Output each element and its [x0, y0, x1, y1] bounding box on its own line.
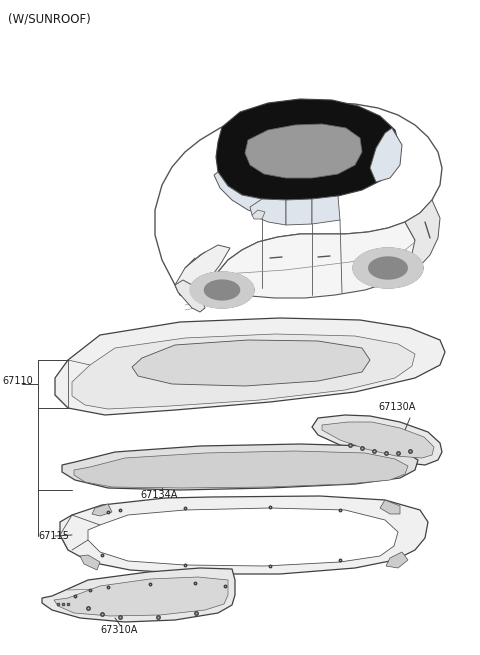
Polygon shape	[286, 199, 312, 225]
Polygon shape	[72, 334, 415, 409]
Text: 67130A: 67130A	[378, 402, 415, 412]
Polygon shape	[353, 248, 423, 288]
Polygon shape	[88, 508, 398, 566]
Polygon shape	[55, 318, 445, 415]
Polygon shape	[80, 555, 100, 570]
Polygon shape	[380, 500, 400, 514]
Polygon shape	[405, 200, 440, 272]
Polygon shape	[132, 340, 370, 386]
Polygon shape	[54, 577, 228, 616]
Text: 67134A: 67134A	[140, 490, 178, 500]
Polygon shape	[250, 199, 286, 225]
Polygon shape	[175, 245, 230, 295]
Polygon shape	[210, 222, 415, 298]
Text: (W/SUNROOF): (W/SUNROOF)	[8, 12, 91, 25]
Polygon shape	[214, 172, 262, 215]
Polygon shape	[175, 280, 205, 312]
Polygon shape	[204, 280, 240, 300]
Polygon shape	[252, 210, 265, 219]
Polygon shape	[370, 128, 402, 182]
Polygon shape	[312, 415, 442, 465]
Polygon shape	[190, 272, 254, 308]
Text: 67310A: 67310A	[100, 625, 137, 635]
Polygon shape	[60, 496, 428, 574]
Polygon shape	[312, 196, 340, 224]
Polygon shape	[62, 444, 418, 490]
Polygon shape	[42, 568, 235, 622]
Polygon shape	[322, 422, 434, 458]
Polygon shape	[74, 451, 408, 488]
Polygon shape	[92, 504, 112, 516]
Polygon shape	[369, 257, 407, 279]
Text: 67115: 67115	[38, 531, 69, 541]
Polygon shape	[245, 124, 362, 178]
Polygon shape	[155, 103, 442, 298]
Polygon shape	[386, 552, 408, 568]
Polygon shape	[216, 99, 400, 200]
Text: 67110: 67110	[2, 376, 33, 386]
